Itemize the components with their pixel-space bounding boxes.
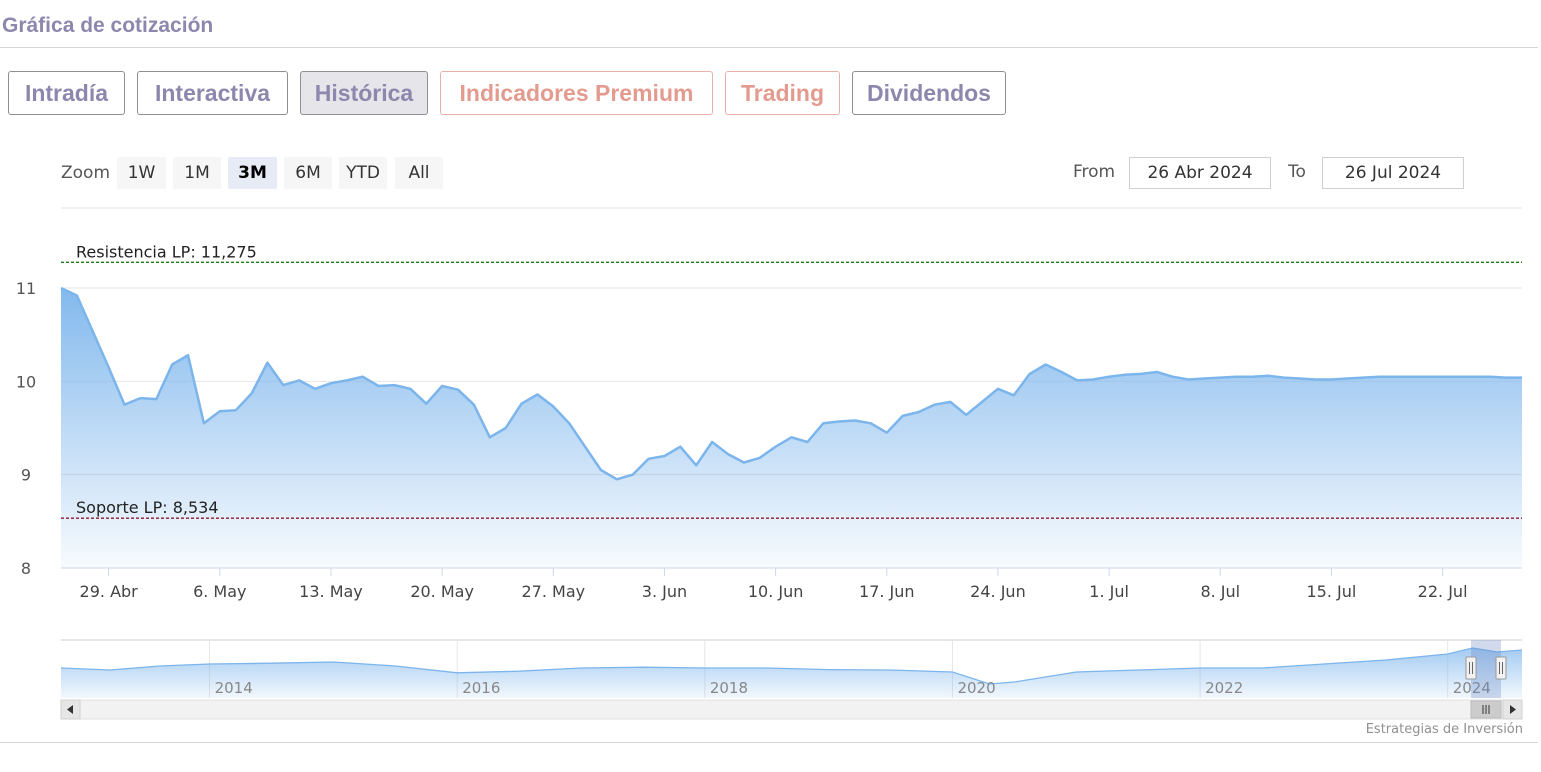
- navigator-year-label: 2020: [957, 679, 995, 697]
- x-tick-label: 20. May: [410, 582, 474, 601]
- support-label: Soporte LP: 8,534: [76, 498, 219, 517]
- arrow-left-icon: [67, 705, 73, 714]
- zoom-label: Zoom: [61, 163, 111, 183]
- navigator-year-label: 2018: [710, 679, 748, 697]
- x-tick-label: 22. Jul: [1418, 582, 1468, 601]
- navigator-area: [61, 648, 1522, 698]
- x-tick-label: 15. Jul: [1307, 582, 1357, 601]
- x-tick-label: 1. Jul: [1089, 582, 1129, 601]
- navigator-left-handle[interactable]: [1465, 656, 1477, 680]
- arrow-right-icon: [1510, 705, 1516, 714]
- price-line: [60, 286, 1522, 481]
- x-tick-label: 29. Abr: [80, 582, 139, 601]
- scrollbar-track[interactable]: [60, 699, 1523, 720]
- tab-indicadores-premium[interactable]: Indicadores Premium: [440, 71, 713, 115]
- x-tick-label: 10. Jun: [748, 582, 804, 601]
- zoom-button-6m[interactable]: 6M: [284, 157, 332, 189]
- x-tick-label: 27. May: [521, 582, 585, 601]
- credits-link[interactable]: Estrategias de Inversión: [1365, 722, 1523, 737]
- navigator-year-label: 2016: [462, 679, 500, 697]
- title-divider: [0, 47, 1538, 48]
- range-from-input[interactable]: 26 Abr 2024: [1129, 157, 1271, 189]
- y-tick-label: 8: [21, 559, 31, 578]
- zoom-button-1w[interactable]: 1W: [117, 157, 166, 189]
- zoom-button-all[interactable]: All: [395, 157, 443, 189]
- tab-interactiva[interactable]: Interactiva: [137, 71, 288, 115]
- x-tick-label: 8. Jul: [1200, 582, 1240, 601]
- y-tick-label: 10: [16, 372, 36, 391]
- tab-dividendos[interactable]: Dividendos: [852, 71, 1006, 115]
- zoom-button-3m[interactable]: 3M: [228, 157, 277, 189]
- range-to-input[interactable]: 26 Jul 2024: [1322, 157, 1464, 189]
- x-tick-label: 17. Jun: [859, 582, 915, 601]
- price-area: [61, 288, 1522, 568]
- tab-trading[interactable]: Trading: [725, 71, 840, 115]
- tab-intradia[interactable]: Intradía: [8, 71, 125, 115]
- x-tick-label: 6. May: [193, 582, 246, 601]
- x-tick-label: 3. Jun: [642, 582, 687, 601]
- x-tick-label: 13. May: [299, 582, 363, 601]
- navigator-right-handle[interactable]: [1495, 656, 1507, 680]
- resistance-label: Resistencia LP: 11,275: [76, 242, 257, 261]
- y-tick-label: 11: [16, 279, 36, 298]
- zoom-button-ytd[interactable]: YTD: [339, 157, 387, 189]
- x-tick-label: 24. Jun: [970, 582, 1026, 601]
- navigator-year-label: 2014: [215, 679, 253, 697]
- tab-historica[interactable]: Histórica: [300, 71, 428, 115]
- page-title: Gráfica de cotización: [2, 14, 214, 37]
- navigator-line: [60, 647, 1523, 685]
- y-tick-label: 9: [21, 466, 31, 485]
- range-to-label: To: [1288, 162, 1306, 182]
- zoom-button-1m[interactable]: 1M: [173, 157, 221, 189]
- bottom-divider: [0, 742, 1538, 743]
- range-from-label: From: [1073, 162, 1116, 182]
- navigator-year-label: 2022: [1205, 679, 1243, 697]
- navigator-year-label: 2024: [1453, 679, 1491, 697]
